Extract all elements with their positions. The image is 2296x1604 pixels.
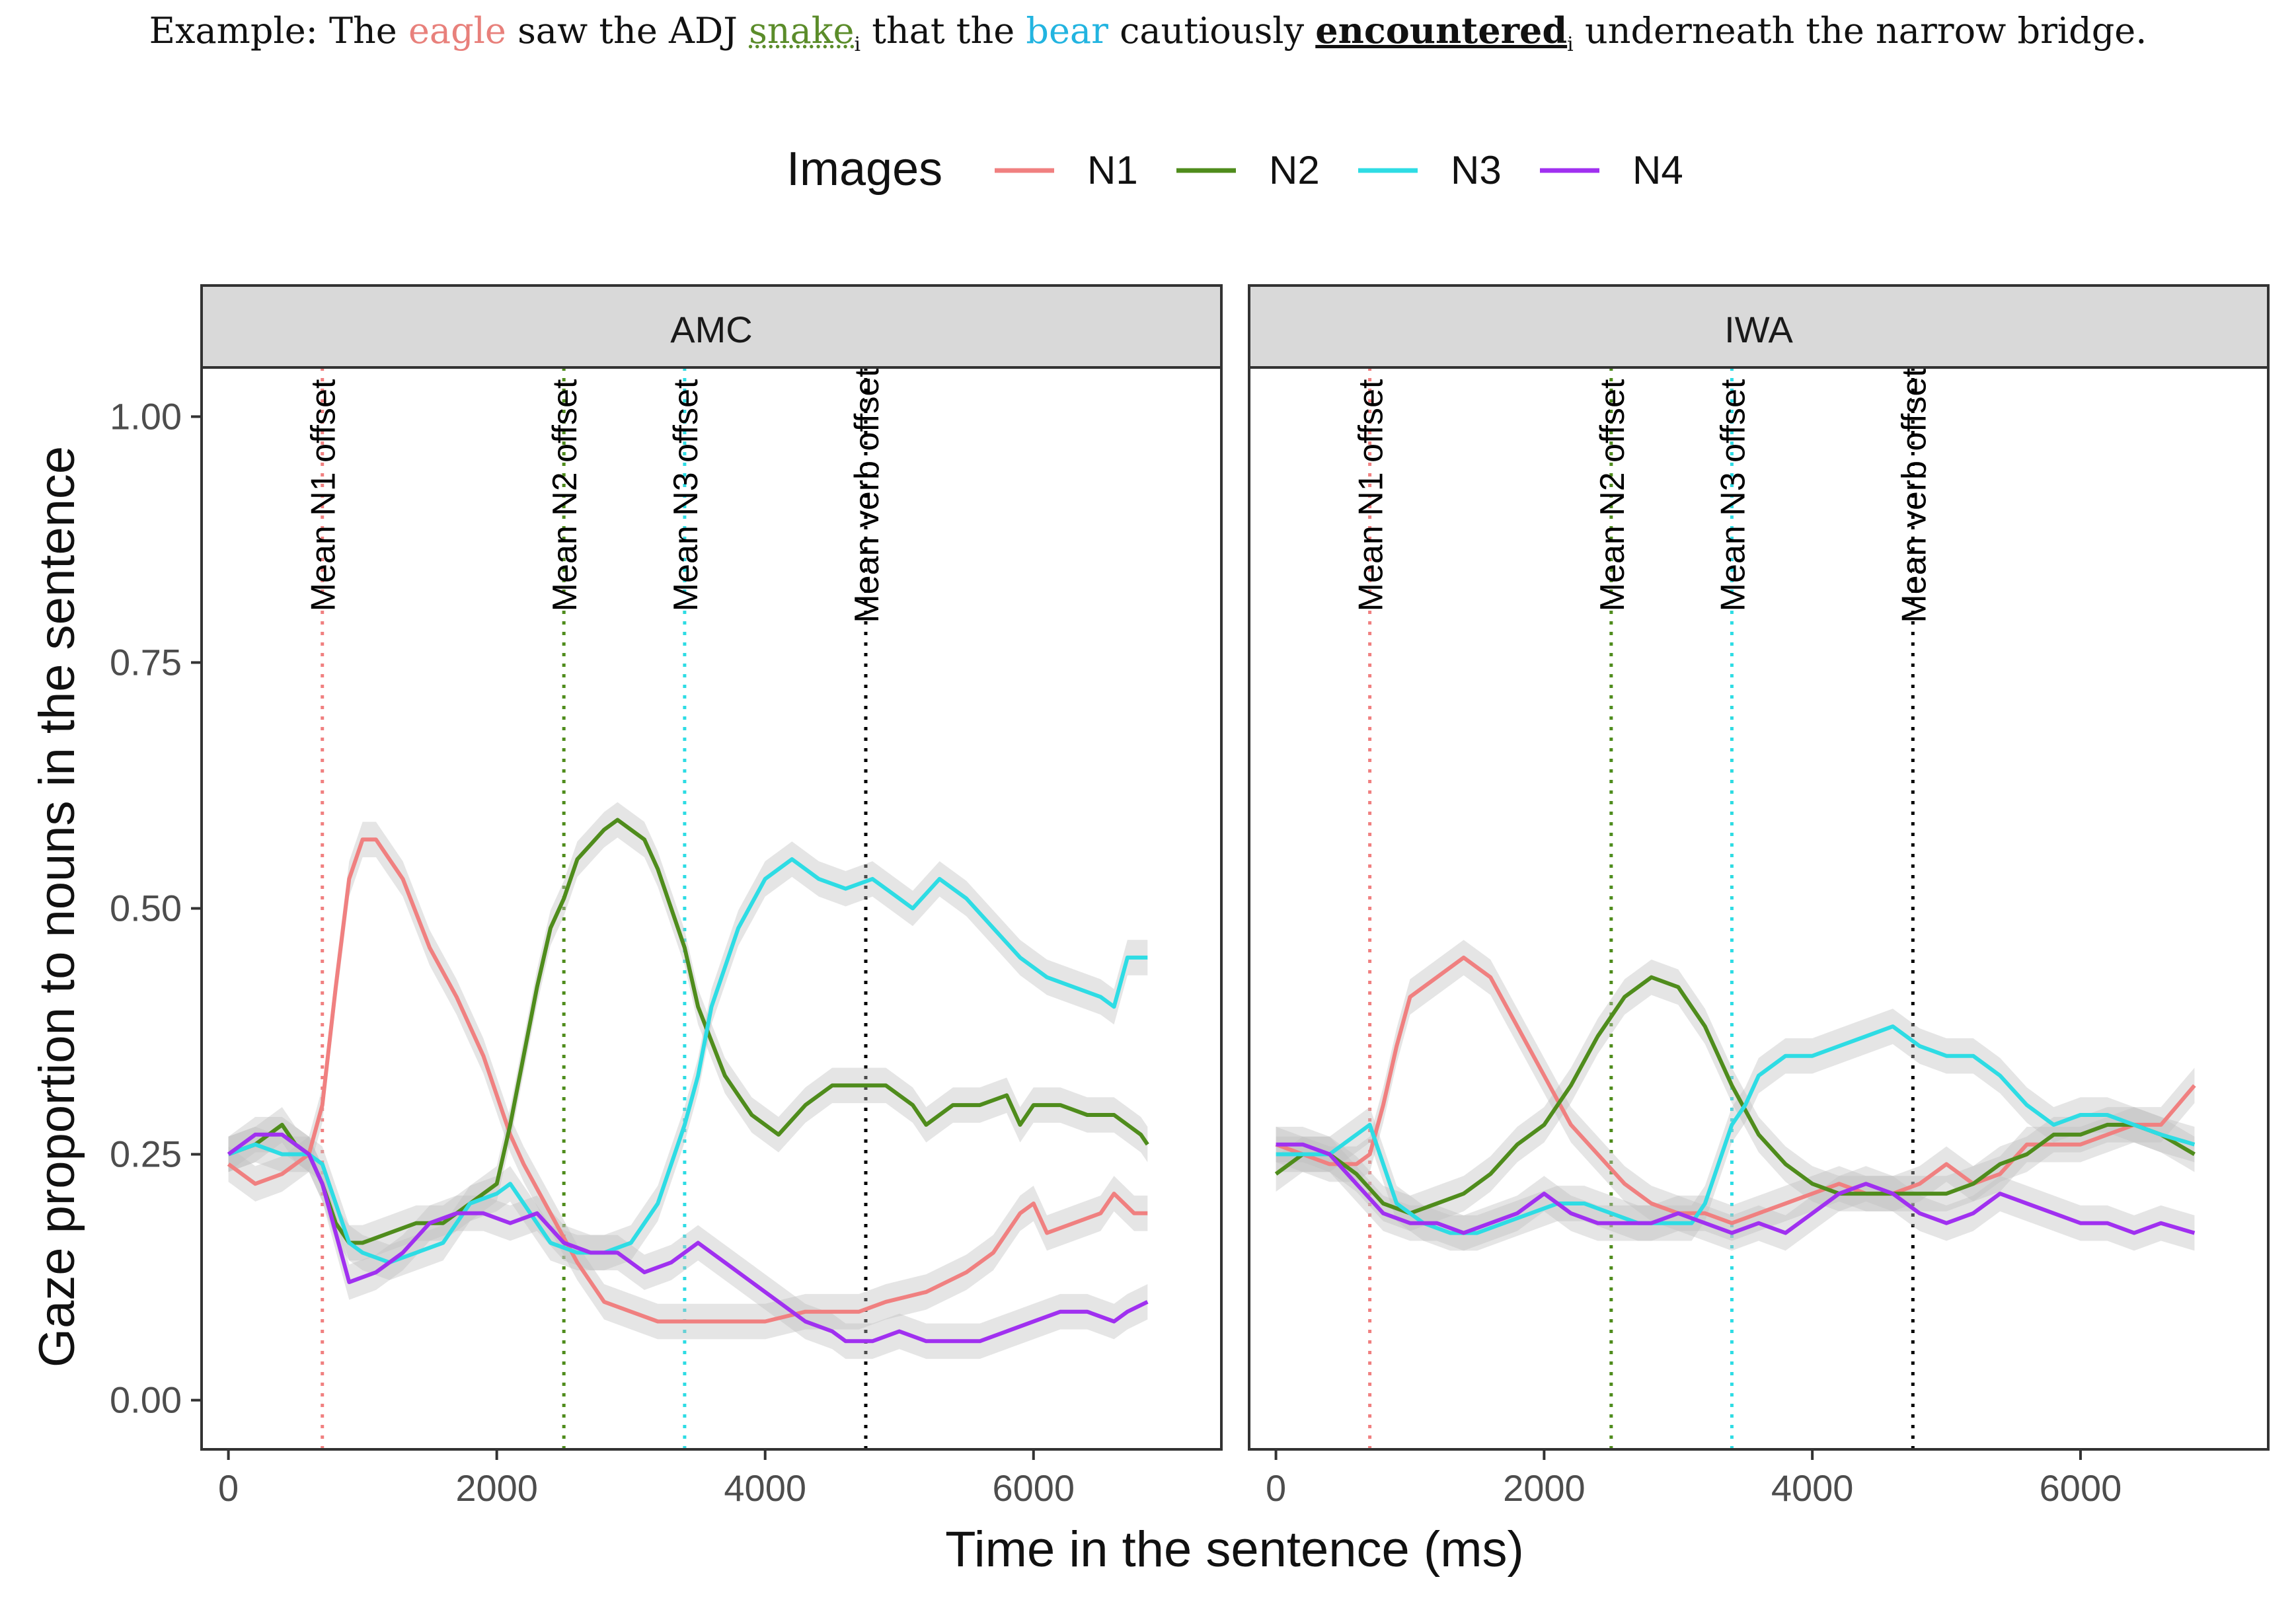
example-verb-subscript: i (1567, 32, 1574, 56)
example-noun-n1: eagle (408, 10, 506, 52)
x-tick-label-amc-0: 0 (218, 1467, 239, 1509)
panel-amc: AMC Mean N1 offset Mean N2 offset Mean N3 o… (110, 284, 1223, 1509)
legend-title: Images (786, 143, 942, 196)
y-tick-label-1: 0.25 (110, 1133, 182, 1175)
vline-label-iwa-0: Mean N1 offset (1352, 379, 1391, 611)
vline-label-iwa-3: Mean verb offset (1895, 367, 1933, 623)
example-suffix: underneath the narrow bridge. (1584, 10, 2147, 52)
plot-area-amc (202, 367, 1221, 1449)
series-line-iwa-n1 (1275, 955, 2196, 1225)
example-verb: encountered (1315, 9, 1568, 52)
example-sentence: Example: The eagle saw the ADJ snakei th… (0, 9, 2296, 56)
panel-title-amc: AMC (670, 309, 752, 350)
series-line-iwa-n2 (1274, 975, 2196, 1215)
example-mid3: cautiously (1120, 10, 1305, 52)
legend-label-n4: N4 (1632, 148, 1683, 192)
vline-label-iwa-1: Mean N2 offset (1593, 379, 1632, 611)
panel-border-iwa (1248, 366, 2270, 1451)
y-tick-label-4: 1.00 (110, 395, 182, 437)
ribbon-amc-n4 (228, 1116, 1148, 1359)
series-line-amc-n3 (227, 857, 1148, 1265)
series-line-amc-n4 (227, 1132, 1149, 1344)
x-axis-title: Time in the sentence (ms) (945, 1521, 1524, 1578)
example-mid2: that the (872, 10, 1015, 52)
vline-label-amc-1: Mean N2 offset (546, 379, 584, 611)
x-tick-label-amc-1: 2000 (455, 1467, 538, 1509)
plot-area-iwa (1249, 367, 2268, 1449)
vline-label-iwa-2: Mean N3 offset (1714, 379, 1752, 611)
x-tick-label-iwa-0: 0 (1266, 1467, 1286, 1509)
ribbon-iwa-n3 (1276, 1009, 2195, 1251)
x-tick-label-iwa-1: 2000 (1503, 1467, 1586, 1509)
series-line-iwa-n3 (1276, 1024, 2196, 1235)
x-tick-label-amc-3: 6000 (992, 1467, 1075, 1509)
vline-label-amc-0: Mean N1 offset (305, 379, 343, 611)
panel-title-iwa: IWA (1724, 309, 1793, 350)
ribbon-iwa-n1 (1276, 940, 2195, 1241)
example-noun-n3: bear (1026, 10, 1108, 52)
x-tick-label-iwa-3: 6000 (2040, 1467, 2122, 1509)
vline-label-amc-3: Mean verb offset (848, 367, 886, 623)
x-tick-label-amc-2: 4000 (724, 1467, 806, 1509)
example-mid1: saw the ADJ (517, 10, 738, 52)
panel-strip-iwa (1248, 284, 2270, 369)
vline-label-amc-2: Mean N3 offset (667, 379, 705, 611)
legend-label-n2: N2 (1269, 148, 1320, 192)
series-line-iwa-n4 (1276, 1142, 2196, 1235)
panel-strip-amc (200, 284, 1223, 369)
series-line-amc-n1 (227, 837, 1148, 1324)
y-tick-label-3: 0.75 (110, 641, 182, 683)
y-tick-label-0: 0.00 (110, 1379, 182, 1421)
legend-label-n3: N3 (1451, 148, 1502, 192)
x-tick-label-iwa-2: 4000 (1771, 1467, 1854, 1509)
legend-label-n1: N1 (1087, 148, 1138, 192)
example-n2-subscript: i (854, 32, 861, 56)
example-prefix: Example: The (149, 10, 397, 52)
y-tick-label-2: 0.50 (110, 888, 182, 929)
y-axis-title: Gaze proportion to nouns in the sentence (29, 446, 85, 1367)
panel-iwa: IWA Mean N1 offset Mean N2 offset Mean N3 o… (1248, 284, 2270, 1509)
series-line-amc-n2 (227, 818, 1149, 1245)
example-noun-n2: snake (749, 10, 855, 52)
